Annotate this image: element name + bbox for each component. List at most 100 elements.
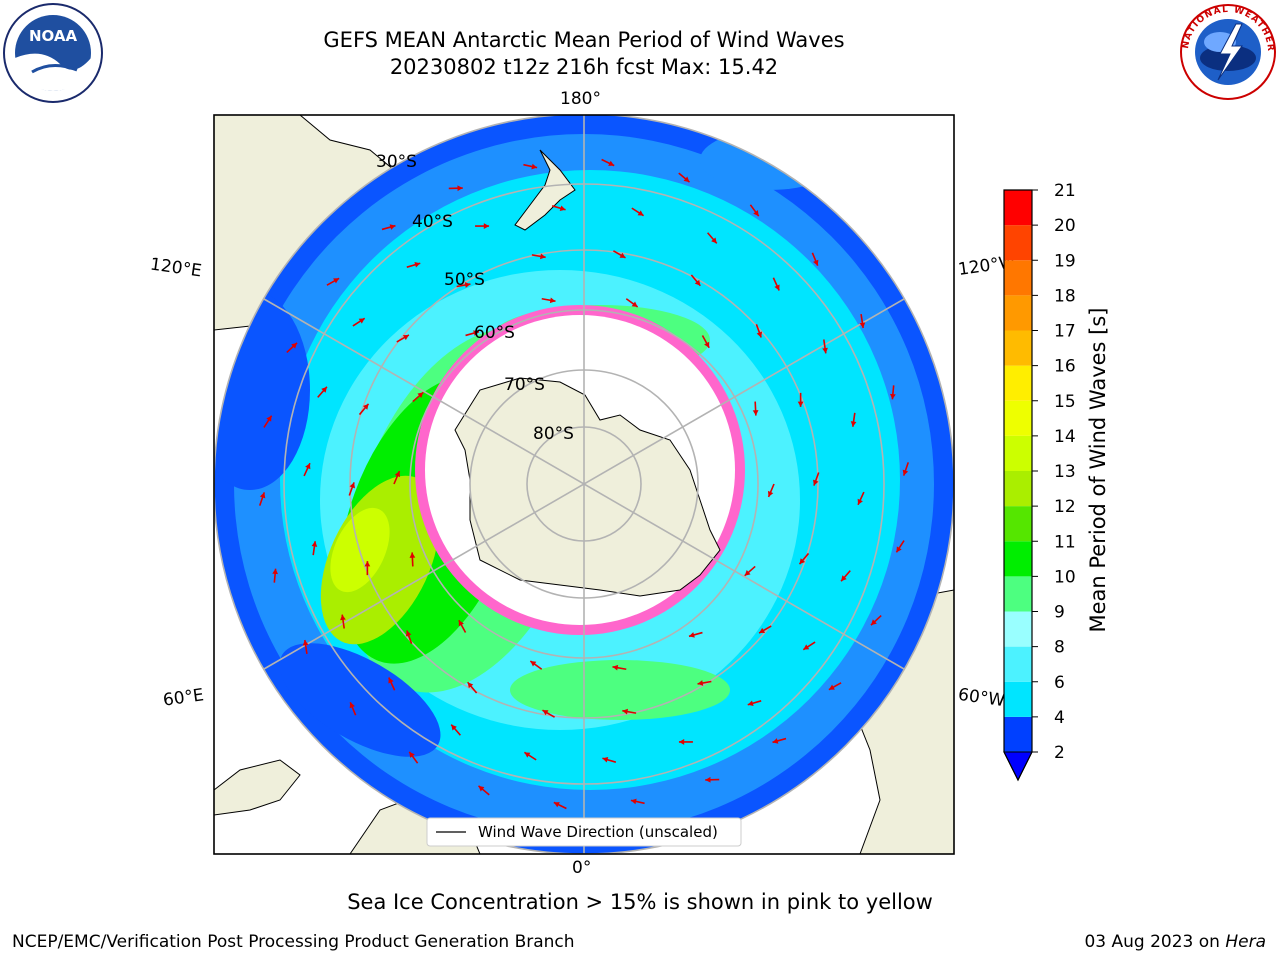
- wave-arrow-head: [340, 614, 346, 621]
- colorbar-tick-label: 19: [1054, 251, 1076, 271]
- wave-arrow-head: [612, 664, 619, 671]
- wave-arrow-head: [542, 710, 549, 716]
- wave-arrow-head: [870, 619, 877, 626]
- colorbar-band: [1004, 365, 1032, 401]
- colorbar-band: [1004, 646, 1032, 682]
- lat-label-40s: 40°S: [412, 212, 453, 232]
- wave-arrow-head: [362, 403, 369, 410]
- wave-arrow-head: [405, 630, 412, 637]
- wave-arrow-head: [753, 210, 759, 217]
- wave-arrow-head: [608, 160, 615, 166]
- colorbar-tick-label: 15: [1054, 392, 1076, 412]
- chart-subtitle: 20230802 t12z 216h fcst Max: 15.42: [389, 55, 779, 79]
- wave-arrow-head: [417, 392, 424, 398]
- wave-arrow-head: [747, 700, 754, 707]
- map-legend: Wind Wave Direction (unscaled): [426, 817, 742, 847]
- wave-arrow-head: [464, 282, 471, 288]
- nws-logo: NATIONAL WEATHER SERVICE: [1176, 2, 1276, 100]
- wave-arrow-head: [694, 279, 701, 286]
- wave-arrow-head: [774, 284, 780, 291]
- wave-arrow-head: [697, 680, 704, 686]
- wave-arrow-head: [388, 677, 394, 684]
- wave-arrow-head: [305, 463, 311, 470]
- colorbar-band: [1004, 435, 1032, 471]
- wave-arrow-head: [272, 568, 278, 575]
- colorbar-tick-label: 6: [1054, 673, 1065, 693]
- wave-arrow-head: [822, 347, 828, 354]
- colorbar-tick-label: 18: [1054, 286, 1076, 306]
- wave-arrow-head: [678, 739, 685, 745]
- wave-arrow-head: [394, 471, 401, 478]
- wave-arrow-head: [414, 261, 421, 268]
- wave-arrow-head: [828, 684, 835, 690]
- colorbar-label: Mean Period of Wind Waves [s]: [1086, 308, 1110, 633]
- colorbar-tick-label: 4: [1054, 708, 1065, 728]
- wave-arrow-head: [759, 627, 766, 634]
- colorbar-tick-label: 8: [1054, 638, 1065, 658]
- wave-arrow-head: [483, 223, 490, 229]
- wave-arrow-head: [311, 541, 318, 547]
- wave-arrow-head: [402, 334, 409, 341]
- colorbar-tick-label: 21: [1054, 181, 1076, 201]
- colorbar-band: [1004, 611, 1032, 647]
- wave-arrow-head: [772, 738, 779, 744]
- wave-arrow-head: [902, 469, 909, 476]
- colorbar-tick-label: 12: [1054, 497, 1076, 517]
- wave-arrow-head: [622, 708, 629, 715]
- landmass-antarctica: [454, 377, 721, 597]
- wave-arrow-head: [637, 210, 644, 216]
- landmass-africa: [214, 759, 301, 816]
- wave-arrow-head: [631, 301, 638, 307]
- wave-arrow-head: [524, 752, 531, 758]
- wave-arrow-head: [857, 498, 863, 505]
- colorbar-band: [1004, 225, 1032, 261]
- wave-arrow-head: [630, 798, 637, 805]
- colorbar-band: [1004, 190, 1032, 226]
- colorbar-band: [1004, 295, 1032, 331]
- wave-arrow-head: [473, 330, 480, 336]
- wave-arrow-head: [358, 318, 365, 324]
- wave-arrow-head: [890, 393, 896, 400]
- wave-arrow-head: [799, 558, 806, 565]
- wave-arrow-head: [688, 632, 695, 638]
- wave-arrow-head: [841, 575, 847, 582]
- colorbar-band: [1004, 506, 1032, 542]
- sea-ice-caption: Sea Ice Concentration > 15% is shown in …: [347, 890, 933, 914]
- wave-arrow-head: [409, 751, 415, 758]
- wave-arrow-head: [711, 237, 717, 244]
- wave-arrow-head: [259, 492, 266, 499]
- graticule: [214, 115, 954, 854]
- wave-arrow-head: [478, 785, 485, 792]
- colorbar-band: [1004, 716, 1032, 752]
- footer-date-text: 03 Aug 2023 on: [1084, 932, 1226, 952]
- wave-arrow-head: [704, 341, 710, 348]
- colorbar-band: [1004, 471, 1032, 507]
- noaa-logo-text: NOAA: [29, 27, 78, 45]
- wave-arrow-head: [850, 421, 857, 427]
- lat-label-70s: 70°S: [504, 375, 545, 395]
- lon-label-180: 180°: [560, 89, 601, 109]
- wave-arrow-head: [467, 682, 474, 689]
- lat-label-50s: 50°S: [444, 270, 485, 290]
- wave-arrow-head: [349, 482, 355, 489]
- wave-arrow-head: [602, 756, 609, 763]
- wave-arrow-head: [389, 224, 396, 230]
- colorbar-tick-label: 17: [1054, 322, 1076, 342]
- wave-arrow-head: [333, 278, 340, 284]
- wave-arrow-head: [859, 322, 866, 328]
- colorbar-tick-label: 9: [1054, 603, 1065, 623]
- wave-arrow-head: [349, 702, 355, 709]
- wave-arrow-head: [409, 552, 416, 558]
- wave-arrow-head: [705, 776, 711, 783]
- colorbar-band: [1004, 330, 1032, 366]
- wave-arrow-head: [531, 163, 538, 170]
- landmass-new-zealand: [514, 149, 576, 231]
- noaa-logo: NOAA: [3, 3, 103, 103]
- wave-arrow-head: [457, 185, 463, 192]
- footer-date: 03 Aug 2023 on Hera: [1084, 932, 1266, 952]
- wave-arrow-head: [266, 415, 272, 422]
- wave-arrow-head: [321, 386, 327, 393]
- colorbar-band: [1004, 541, 1032, 577]
